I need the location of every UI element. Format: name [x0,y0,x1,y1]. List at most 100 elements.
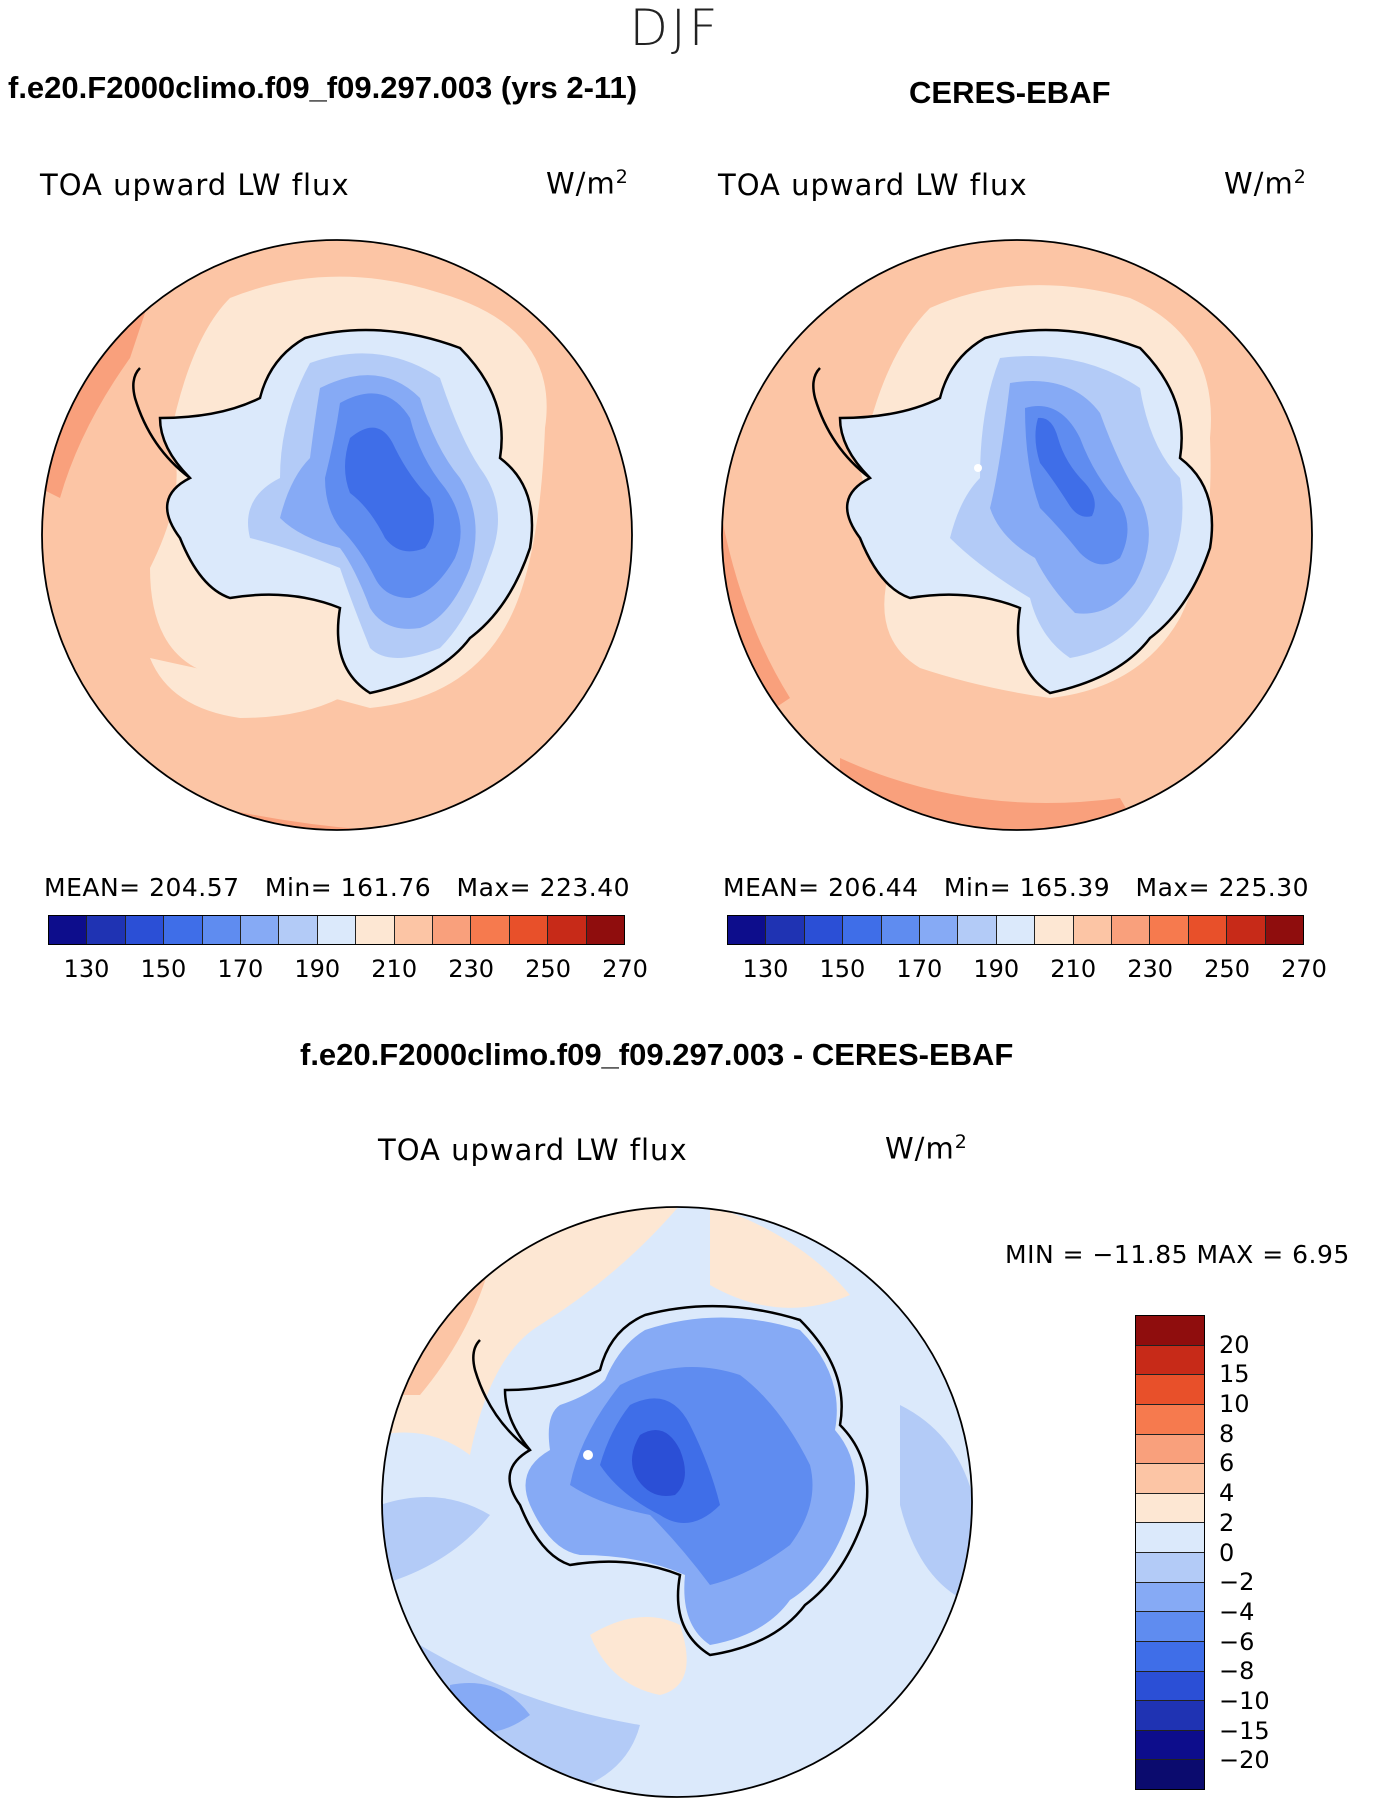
colorbar-tick-label: 170 [217,955,264,983]
colorbar-box [509,916,549,944]
diff-panel-title: f.e20.F2000climo.f09_f09.297.003 - CERES… [300,1037,1014,1072]
model-panel-title: f.e20.F2000climo.f09_f09.297.003 (yrs 2-… [8,70,638,105]
colorbar-box [1136,1582,1204,1613]
colorbar-box [1136,1701,1204,1731]
colorbar-box [1136,1760,1204,1789]
season-title: DJF [629,0,721,57]
colorbar-tick-label: 150 [819,955,866,983]
obs-panel-title: CERES-EBAF [909,75,1111,110]
pole-point [974,464,982,472]
warm-sector [382,1207,680,1455]
colorbar-tick-label: 210 [371,955,418,983]
colorbar-tick-label: 230 [448,955,495,983]
colorbar-box [1035,916,1074,944]
model-units-label: W/m2 [546,166,629,201]
continent-diff-level4 [631,1430,685,1496]
colorbar-tick-label: 190 [294,955,341,983]
colorbar-box [1227,916,1266,944]
colorbar-box [241,916,280,944]
diff-variable-label: TOA upward LW flux [378,1133,688,1167]
colorbar-box [1136,1612,1204,1642]
colorbar-box [1136,1404,1204,1435]
colorbar-tick-label: −20 [1219,1746,1270,1775]
obs-colorbar [727,915,1304,945]
colorbar-tick-label: 2 [1219,1508,1235,1537]
colorbar-tick-label: 130 [63,955,110,983]
colorbar-box [1073,916,1113,944]
colorbar-box [1136,1434,1204,1465]
coastline [838,328,1214,695]
coastline [158,328,534,695]
colorbar-tick-label: 210 [1050,955,1097,983]
colorbar-tick-label: 170 [896,955,943,983]
colorbar-box [1136,1671,1204,1702]
colorbar-tick-label: 230 [1127,955,1174,983]
continent-level4 [345,427,434,552]
colorbar-box [586,916,625,944]
diff-units-label: W/m2 [885,1131,968,1166]
colorbar-box [433,916,472,944]
continent-level4 [1035,417,1095,517]
pole-point [583,1450,593,1460]
model-colorbar [48,915,625,945]
colorbar-box [996,916,1036,944]
colorbar-tick-label: 8 [1219,1419,1235,1448]
colorbar-box [1136,1464,1204,1494]
colorbar-box [1136,1493,1204,1524]
colorbar-tick-label: 250 [1204,955,1250,983]
pale-ring [150,658,340,718]
colorbar-tick-label: 250 [525,955,571,983]
colorbar-box [843,916,882,944]
colorbar-box [164,916,203,944]
diff-minmax: MIN = −11.85 MAX = 6.95 [1005,1240,1350,1269]
peninsula-coast [812,367,871,479]
colorbar-box [317,916,357,944]
colorbar-box [1136,1316,1204,1346]
colorbar-box [125,916,165,944]
cool-region [382,1497,490,1585]
colorbar-box [881,916,921,944]
colorbar-box [202,916,242,944]
colorbar-tick-label: −6 [1219,1627,1255,1656]
colorbar-box [766,916,805,944]
colorbar-box [1188,916,1228,944]
obs-stats: MEAN= 206.44 Min= 165.39 Max= 225.30 [723,873,1310,902]
colorbar-tick-label: 270 [1281,955,1327,983]
model-polar-map [41,239,633,831]
cool-region [900,1405,972,1605]
map-border [41,239,633,831]
colorbar-box [1136,1375,1204,1405]
colorbar-tick-label: 130 [742,955,789,983]
diff-polar-map [381,1206,973,1798]
colorbar-tick-label: 20 [1219,1330,1250,1359]
colorbar-box [356,916,395,944]
colorbar-tick-label: −2 [1219,1568,1255,1597]
colorbar-tick-label: 15 [1219,1360,1250,1389]
colorbar-box [548,916,587,944]
obs-variable-label: TOA upward LW flux [718,168,1028,202]
colorbar-tick-label: −10 [1219,1686,1270,1715]
colorbar-tick-label: −8 [1219,1657,1255,1686]
model-stats: MEAN= 204.57 Min= 161.76 Max= 223.40 [44,873,631,902]
colorbar-tick-label: 190 [973,955,1020,983]
colorbar-box [49,916,88,944]
colorbar-box [1265,916,1304,944]
map-border [381,1206,973,1798]
colorbar-box [1136,1553,1204,1583]
model-variable-label: TOA upward LW flux [40,168,350,202]
colorbar-tick-label: −4 [1219,1597,1255,1626]
colorbar-tick-label: 270 [602,955,648,983]
colorbar-box [804,916,844,944]
peninsula-coast [132,367,191,479]
colorbar-box [394,916,434,944]
map-border [721,239,1313,831]
colorbar-tick-label: 6 [1219,1449,1235,1478]
obs-units-label: W/m2 [1224,166,1307,201]
colorbar-box [920,916,959,944]
colorbar-box [958,916,997,944]
colorbar-box [1136,1730,1204,1761]
warm-sector [590,1617,687,1695]
diff-colorbar [1135,1315,1205,1790]
colorbar-box [728,916,767,944]
colorbar-tick-label: 4 [1219,1479,1235,1508]
